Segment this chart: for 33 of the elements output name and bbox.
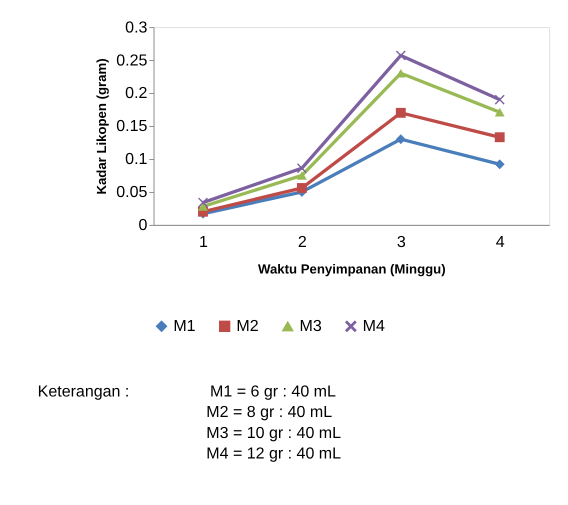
y-tick-label: 0 [138, 217, 148, 234]
point [494, 94, 505, 105]
x-tick-label: 3 [396, 234, 406, 252]
point [396, 108, 406, 118]
text: M3 = 10 gr : 40 mL [206, 424, 342, 442]
x-tick-label: 4 [496, 234, 505, 252]
point [494, 108, 505, 116]
text: M1 = 6 gr : 40 mL [210, 383, 336, 400]
text: M2 = 8 gr : 40 mL [206, 404, 332, 422]
y-tick-label: 0.2 [125, 85, 148, 102]
point [396, 50, 406, 60]
x-tick-label: 1 [199, 234, 208, 252]
point [296, 171, 307, 180]
y-tick-label: 0.15 [116, 118, 148, 136]
y-tick-label: 0.05 [116, 184, 148, 202]
y-tick-label: 0.25 [116, 52, 148, 70]
legend-label: M1 [173, 318, 196, 336]
text: Keterangan : [38, 383, 130, 400]
legend-label: M3 [300, 318, 322, 336]
y-tick-label: 0.3 [125, 19, 148, 36]
point [296, 183, 307, 193]
y-axis-title: Kadar Likopen (gram) [94, 58, 109, 195]
x-tick-label: 2 [298, 234, 307, 252]
legend-label: M4 [362, 318, 385, 336]
point [494, 132, 505, 142]
point [296, 163, 307, 174]
y-tick-label: 0.1 [125, 151, 148, 168]
x-axis-title: Waktu Penyimpanan (Minggu) [258, 261, 446, 276]
point [396, 134, 406, 144]
point [494, 159, 505, 170]
legend-label: M2 [236, 318, 259, 336]
point [198, 198, 208, 208]
text: M4 = 12 gr : 40 mL [206, 446, 342, 463]
